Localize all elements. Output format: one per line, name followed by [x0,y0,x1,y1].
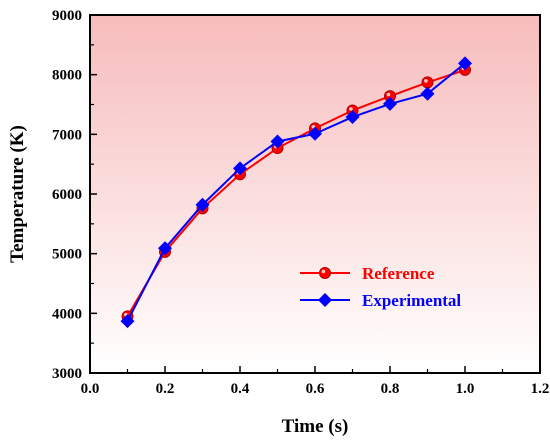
y-tick-label: 7000 [52,127,82,143]
data-point [120,314,135,329]
legend-marker [318,293,332,307]
legend-marker [319,267,331,279]
x-tick-label: 0.8 [381,381,400,397]
legend: Reference Experimental [300,264,461,310]
legend-label: Reference [362,264,435,283]
x-tick-label: 0.0 [81,381,100,397]
y-tick-label: 6000 [52,187,82,203]
y-tick-label: 9000 [52,8,82,24]
plot-background [90,15,540,373]
y-axis: 3000 4000 5000 6000 7000 8000 9000 [52,8,97,382]
y-tick-label: 3000 [52,366,82,382]
x-axis-title: Time (s) [282,416,349,437]
data-point [345,110,360,125]
data-point [308,126,322,141]
x-tick-label: 1.0 [456,381,475,397]
data-point [458,56,472,71]
data-point [420,86,435,101]
data-point [383,96,397,111]
data-point-highlight [349,107,353,111]
data-point-highlight [386,92,391,97]
x-tick-label: 0.6 [306,381,325,397]
series-line [126,62,466,322]
x-tick-label: 0.2 [156,381,175,397]
y-tick-label: 4000 [52,306,82,322]
y-axis-title: Temperature (K) [7,125,28,263]
data-point [195,197,210,212]
data-point [233,161,247,176]
x-axis: 0.0 0.2 0.4 0.6 0.8 1.0 1.2 [81,366,550,397]
series-experimental [120,56,472,329]
data-point-highlight [424,79,428,83]
x-tick-label: 1.2 [531,381,550,397]
x-tick-label: 0.4 [231,381,250,397]
y-tick-label: 5000 [52,247,82,263]
legend-item: Experimental [300,291,461,310]
legend-item: Reference [300,264,435,283]
chart-marks [120,56,472,329]
y-tick-label: 8000 [52,68,82,84]
data-point [421,76,434,89]
data-point [158,241,172,256]
data-point [270,134,285,149]
legend-label: Experimental [362,291,461,310]
legend-marker-highlight [321,269,326,274]
